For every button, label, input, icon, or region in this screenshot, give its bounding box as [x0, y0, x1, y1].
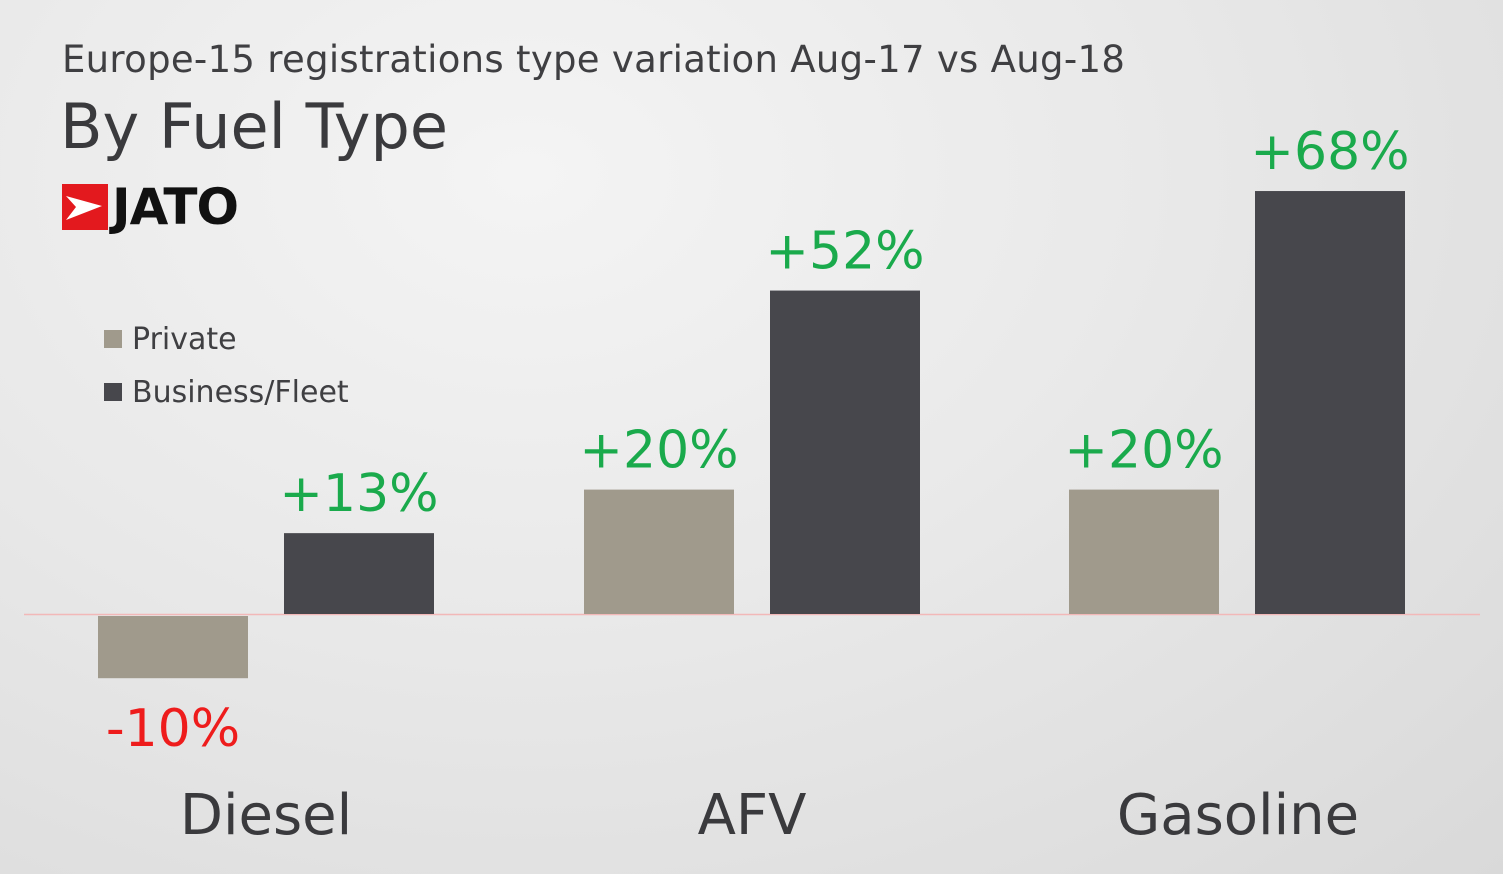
category-label-afv: AFV: [698, 783, 807, 848]
category-label-diesel: Diesel: [180, 783, 352, 848]
legend-label-business-fleet: Business/Fleet: [132, 374, 349, 410]
jato-logo-icon: [62, 184, 108, 230]
bar-diesel-private: [98, 616, 248, 679]
bar-diesel-business-fleet: [284, 533, 434, 614]
bar-afv-private: [584, 489, 734, 614]
jato-logo-text: JATO: [112, 178, 239, 236]
data-label-diesel-private: -10%: [106, 699, 240, 759]
legend-swatch-private: [104, 330, 122, 348]
data-label-diesel-business-fleet: +13%: [279, 464, 438, 524]
data-label-afv-private: +20%: [579, 421, 738, 481]
legend-item-private: Private: [104, 318, 349, 360]
jato-logo: JATO: [62, 178, 239, 236]
bar-afv-business-fleet: [770, 290, 920, 614]
legend-item-business-fleet: Business/Fleet: [104, 371, 349, 413]
bar-gasoline-business-fleet: [1255, 191, 1405, 615]
bar-gasoline-private: [1069, 489, 1219, 614]
chart-title: By Fuel Type: [60, 90, 448, 163]
category-label-gasoline: Gasoline: [1117, 783, 1359, 848]
data-label-gasoline-business-fleet: +68%: [1250, 122, 1409, 182]
data-label-afv-business-fleet: +52%: [765, 222, 924, 282]
data-label-gasoline-private: +20%: [1064, 421, 1223, 481]
chart-subtitle: Europe-15 registrations type variation A…: [62, 38, 1126, 81]
legend-swatch-business-fleet: [104, 383, 122, 401]
chart-legend: Private Business/Fleet: [104, 318, 349, 424]
legend-label-private: Private: [132, 321, 237, 357]
